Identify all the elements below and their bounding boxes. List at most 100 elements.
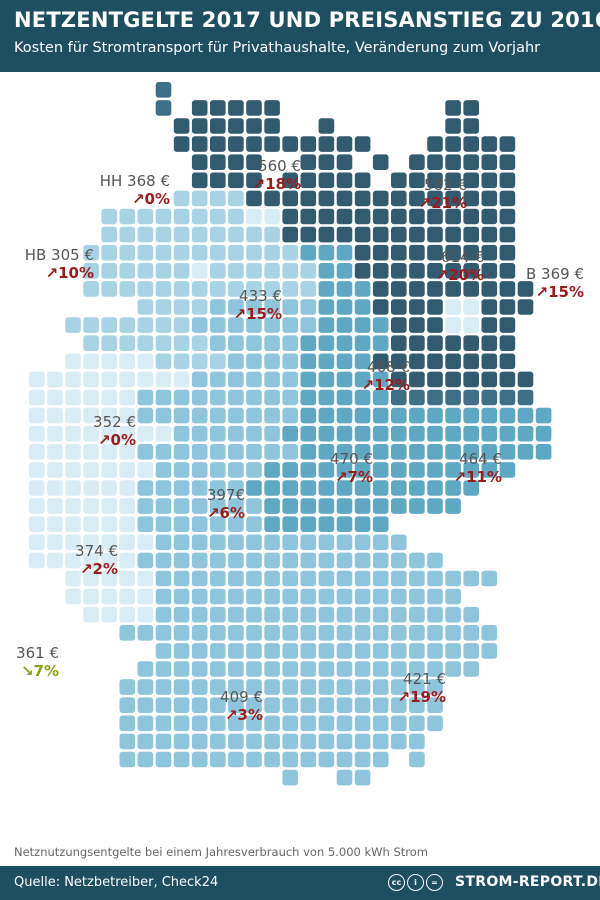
map-tile: [391, 480, 407, 496]
map-tile: [173, 208, 190, 225]
map-tile: [336, 317, 353, 333]
map-tile: [65, 534, 81, 551]
map-tile: [354, 299, 371, 315]
map-tile: [173, 715, 190, 732]
map-tile: [119, 534, 136, 551]
map-tile: [83, 281, 99, 297]
map-tile: [354, 733, 371, 750]
map-tile: [264, 643, 280, 659]
map-tile: [499, 407, 516, 424]
map-tile: [228, 154, 244, 170]
map-tile: [173, 353, 190, 370]
map-tile: [119, 281, 136, 297]
map-tile: [83, 244, 99, 261]
map-tile: [264, 407, 280, 424]
map-tile: [391, 462, 407, 478]
map-tile: [336, 154, 353, 170]
map-tile: [445, 425, 461, 442]
map-tile: [210, 697, 226, 713]
map-tile: [300, 190, 317, 207]
map-tile: [499, 317, 516, 333]
map-tile: [427, 498, 443, 514]
map-tile: [300, 715, 317, 732]
map-tile: [191, 244, 208, 261]
map-tile: [427, 407, 443, 424]
map-tile: [481, 263, 498, 279]
map-tile: [65, 570, 81, 587]
map-tile: [191, 751, 208, 768]
map-tile: [83, 335, 99, 351]
map-tile: [119, 335, 136, 351]
map-tile: [300, 606, 317, 623]
map-tile: [354, 244, 371, 261]
map-tile: [228, 118, 244, 134]
map-tile: [300, 462, 317, 478]
map-tile: [29, 444, 45, 460]
map-tile: [336, 226, 353, 243]
map-tile: [29, 389, 45, 406]
map-tile: [246, 679, 262, 695]
map-tile: [300, 317, 317, 333]
map-tile: [29, 552, 45, 569]
map-tile: [409, 498, 425, 514]
map-tile: [300, 552, 317, 569]
map-tile: [264, 244, 280, 261]
map-tile: [282, 552, 298, 569]
map-tile: [409, 715, 425, 732]
map-tile: [191, 281, 208, 297]
map-tile: [119, 679, 136, 695]
map-tile: [191, 208, 208, 225]
map-tile: [155, 661, 172, 677]
map-tile: [318, 371, 335, 388]
map-tile: [336, 172, 353, 189]
map-tile: [210, 281, 226, 297]
map-tile: [517, 425, 534, 442]
map-tile: [445, 606, 461, 623]
map-tile: [318, 244, 335, 261]
map-tile: [155, 389, 172, 406]
map-tile: [137, 570, 154, 587]
map-tile: [445, 172, 461, 189]
map-tile: [300, 516, 317, 532]
map-tile: [246, 480, 262, 496]
map-tile: [427, 136, 443, 152]
map-tile: [409, 751, 425, 768]
license-icons: cc i =: [388, 874, 443, 891]
map-tile: [137, 606, 154, 623]
map-tile: [119, 606, 136, 623]
map-tile: [137, 407, 154, 424]
map-tile: [282, 679, 298, 695]
map-tile: [282, 516, 298, 532]
map-tile: [282, 371, 298, 388]
map-tile: [318, 570, 335, 587]
map-tile: [173, 570, 190, 587]
map-tile: [300, 335, 317, 351]
map-tile: [391, 299, 407, 315]
map-tile: [391, 625, 407, 641]
map-tile: [228, 299, 244, 315]
map-tile: [463, 407, 479, 424]
map-tile: [318, 643, 335, 659]
map-tile: [65, 407, 81, 424]
map-tile: [246, 425, 262, 442]
map-tile: [119, 462, 136, 478]
map-tile: [463, 172, 479, 189]
map-tile: [264, 444, 280, 460]
map-tile: [427, 226, 443, 243]
map-tile: [101, 516, 117, 532]
map-tile: [264, 480, 280, 496]
map-tile: [47, 444, 63, 460]
map-tile: [282, 335, 298, 351]
map-tile: [282, 751, 298, 768]
map-tile: [228, 588, 244, 605]
map-tile: [445, 317, 461, 333]
map-tile: [264, 751, 280, 768]
map-tile: [155, 625, 172, 641]
map-tile: [445, 570, 461, 587]
map-tile: [427, 371, 443, 388]
map-tile: [210, 335, 226, 351]
map-tile: [119, 552, 136, 569]
map-tile: [83, 480, 99, 496]
map-tile: [372, 498, 389, 514]
map-tile: [264, 588, 280, 605]
